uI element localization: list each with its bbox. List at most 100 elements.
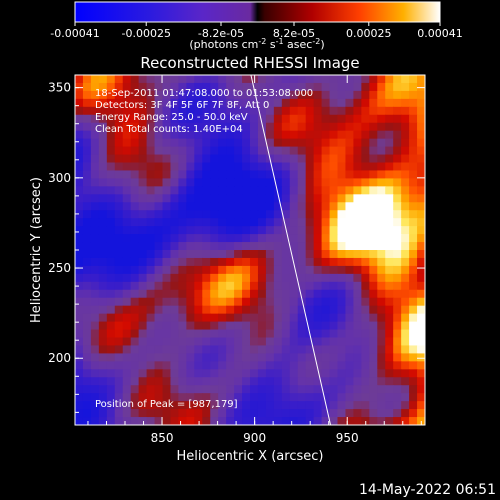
heatmap-cell [75, 242, 84, 251]
heatmap-cell [138, 234, 148, 243]
heatmap-cell [138, 305, 148, 315]
heatmap-cell [218, 289, 227, 299]
heatmap-cell [361, 305, 370, 315]
heatmap-cell [122, 265, 132, 275]
heatmap-cell [305, 82, 315, 92]
heatmap-cell [250, 265, 259, 275]
heatmap-cell [337, 361, 347, 370]
heatmap-cell [321, 250, 331, 259]
heatmap-cell [313, 114, 323, 124]
heatmap-cell [90, 106, 100, 116]
heatmap-cell [114, 289, 124, 299]
heatmap-cell [130, 170, 140, 179]
heatmap-cell [122, 393, 132, 402]
heatmap-cell [273, 273, 283, 283]
heatmap-cell [417, 385, 425, 394]
heatmap-cell [130, 122, 140, 132]
heatmap-cell [202, 234, 211, 243]
heatmap-cell [385, 265, 394, 275]
heatmap-cell [210, 337, 219, 347]
heatmap-cell [218, 146, 227, 156]
heatmap-cell [186, 265, 195, 275]
heatmap-cell [329, 273, 339, 283]
heatmap-cell [178, 98, 187, 108]
heatmap-cell [106, 289, 116, 299]
heatmap-cell [234, 210, 243, 219]
heatmap-cell [242, 353, 251, 362]
heatmap-cell [345, 385, 354, 394]
heatmap-cell [162, 297, 172, 307]
heatmap-cell [234, 242, 243, 251]
heatmap-cell [98, 345, 108, 354]
heatmap-cell [393, 321, 402, 331]
heatmap-cell [265, 122, 275, 132]
heatmap-cell [393, 130, 402, 140]
heatmap-cell [401, 98, 410, 108]
heatmap-cell [122, 90, 132, 100]
heatmap-cell [122, 210, 132, 219]
heatmap-cell [122, 82, 132, 92]
heatmap-cell [210, 178, 219, 187]
heatmap-cell [210, 289, 219, 299]
heatmap-cell [242, 377, 251, 386]
heatmap-cell [186, 377, 195, 386]
heatmap-cell [234, 226, 243, 235]
heatmap-cell [409, 273, 418, 283]
heatmap-cell [369, 90, 378, 100]
heatmap-cell [401, 345, 410, 354]
heatmap-cell [178, 234, 187, 243]
heatmap-cell [178, 305, 187, 315]
heatmap-cell [377, 210, 386, 219]
heatmap-cell [226, 305, 235, 315]
heatmap-cell [98, 90, 108, 100]
heatmap-cell [369, 218, 378, 227]
heatmap-cell [114, 417, 124, 425]
heatmap-cell [313, 393, 323, 402]
heatmap-cell [210, 122, 219, 132]
heatmap-cell [146, 138, 156, 148]
heatmap-cell [265, 321, 275, 331]
heatmap-cell [281, 353, 291, 362]
heatmap-cell [353, 226, 362, 235]
heatmap-cell [186, 242, 195, 251]
heatmap-cell [138, 297, 148, 307]
heatmap-cell [353, 90, 362, 100]
heatmap-cell [98, 194, 108, 203]
heatmap-cell [226, 154, 235, 164]
heatmap-cell [146, 234, 156, 243]
heatmap-cell [90, 146, 100, 156]
heatmap-cell [90, 218, 100, 227]
heatmap-cell [337, 401, 347, 410]
heatmap-cell [305, 401, 315, 410]
heatmap-cell [297, 329, 307, 339]
heatmap-cell [401, 114, 410, 124]
heatmap-cell [289, 242, 299, 251]
heatmap-cell [242, 369, 251, 378]
heatmap-cell [226, 122, 235, 132]
y-tick-label: 300 [48, 171, 71, 185]
heatmap-cell [202, 75, 211, 84]
heatmap-cell [202, 409, 211, 418]
heatmap-cell [409, 401, 418, 410]
heatmap-cell [75, 385, 84, 394]
heatmap-cell [186, 250, 195, 259]
heatmap-cell [329, 194, 339, 203]
heatmap-cell [385, 417, 394, 425]
heatmap-cell [297, 234, 307, 243]
heatmap-cell [90, 281, 100, 291]
heatmap-cell [377, 361, 386, 370]
heatmap-cell [242, 401, 251, 410]
heatmap-cell [226, 226, 235, 235]
heatmap-cell [385, 313, 394, 323]
heatmap-cell [329, 305, 339, 315]
heatmap-cell [361, 114, 370, 124]
heatmap-cell [250, 162, 259, 172]
heatmap-cell [226, 273, 235, 283]
heatmap-cell [194, 289, 203, 299]
heatmap-cell [257, 353, 267, 362]
heatmap-cell [250, 257, 259, 267]
heatmap-cell [257, 337, 267, 347]
heatmap-cell [353, 297, 362, 307]
heatmap-cell [162, 114, 172, 124]
